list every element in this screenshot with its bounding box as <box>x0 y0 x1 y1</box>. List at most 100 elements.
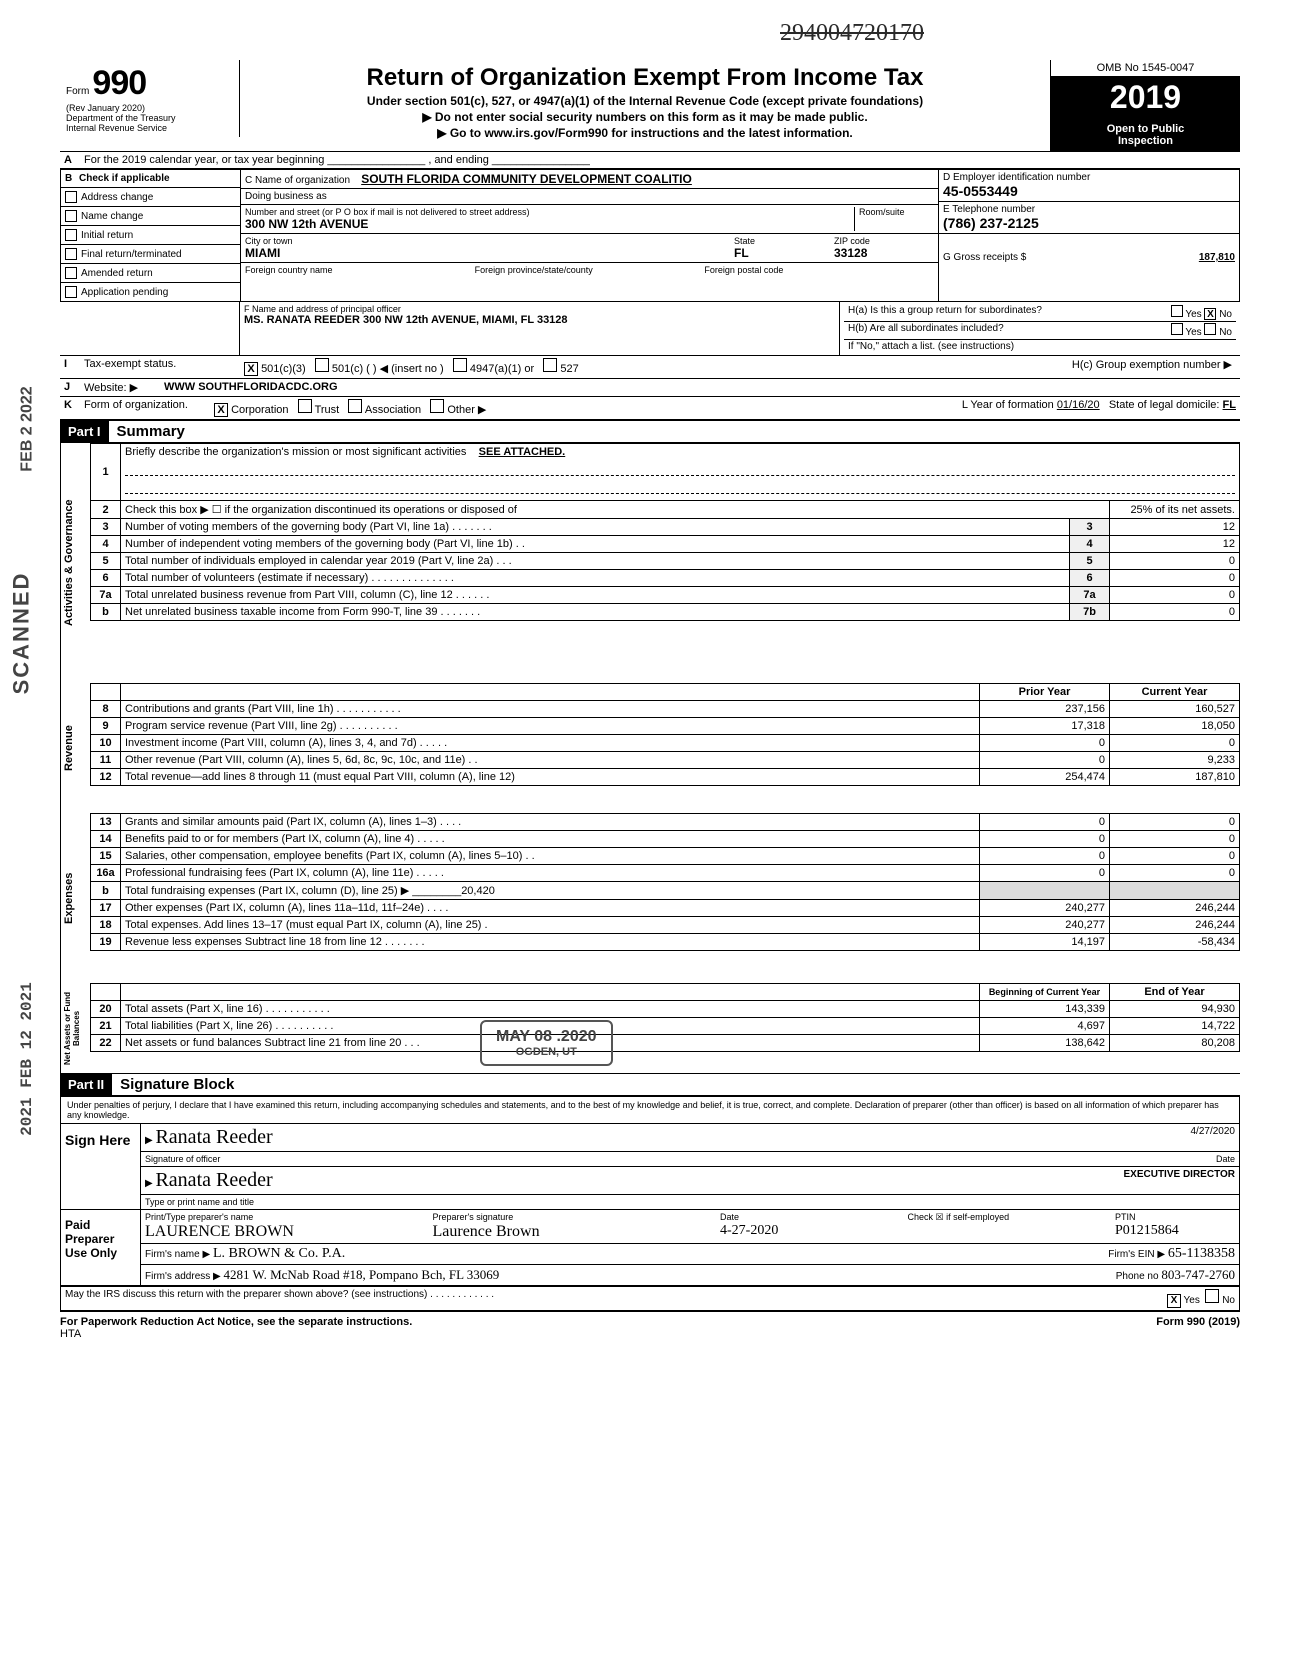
table-row: 13Grants and similar amounts paid (Part … <box>91 814 1240 831</box>
org-name-label: C Name of organization <box>245 175 350 186</box>
part-2-label: Part II <box>60 1074 112 1095</box>
preparer-signature: Laurence Brown <box>433 1223 540 1240</box>
table-row: 17Other expenses (Part IX, column (A), l… <box>91 900 1240 917</box>
website-value: WWW SOUTHFLORIDACDC.ORG <box>160 379 342 396</box>
omb-number: OMB No 1545-0047 <box>1051 60 1240 77</box>
line2-desc: Check this box ▶ ☐ if the organization d… <box>121 501 1110 519</box>
org-name: SOUTH FLORIDA COMMUNITY DEVELOPMENT COAL… <box>361 172 692 186</box>
governance-table: 1 Briefly describe the organization's mi… <box>90 443 1240 621</box>
table-row: bNet unrelated business taxable income f… <box>91 604 1240 621</box>
firm-address: 4281 W. McNab Road #18, Pompano Bch, FL … <box>224 1267 500 1282</box>
subtitle-1: Under section 501(c), 527, or 4947(a)(1)… <box>248 94 1042 108</box>
page-footer: For Paperwork Reduction Act Notice, see … <box>60 1312 1240 1340</box>
table-row: 11Other revenue (Part VIII, column (A), … <box>91 752 1240 769</box>
date-label: Date <box>1216 1154 1235 1164</box>
foreign-postal: Foreign postal code <box>704 265 934 275</box>
sign-here-label: Sign Here <box>61 1124 141 1209</box>
table-row: 20Total assets (Part X, line 16) . . . .… <box>91 1001 1240 1018</box>
org-state: FL <box>734 246 834 260</box>
foreign-state: Foreign province/state/county <box>475 265 705 275</box>
org-zip: 33128 <box>834 246 934 260</box>
corp-check[interactable]: X <box>214 403 228 417</box>
h-a-label: H(a) Is this a group return for subordin… <box>848 305 1042 320</box>
preparer-date: 4-27-2020 <box>720 1223 778 1238</box>
form-id-block: Form 990 (Rev January 2020) Department o… <box>60 60 240 137</box>
table-row: 6Total number of volunteers (estimate if… <box>91 570 1240 587</box>
h-a-no-check[interactable]: X <box>1204 308 1216 320</box>
inspect-2: Inspection <box>1055 135 1236 147</box>
officer-title: EXECUTIVE DIRECTOR <box>1124 1169 1236 1192</box>
gross-receipts-label: G Gross receipts $ <box>943 252 1026 263</box>
h-b-label: H(b) Are all subordinates included? <box>848 323 1004 338</box>
sig-officer-label: Signature of officer <box>145 1154 220 1164</box>
form-dept: Department of the Treasury <box>66 113 233 123</box>
omb-block: OMB No 1545-0047 2019 Open to Public Ins… <box>1050 60 1240 151</box>
phone-label: E Telephone number <box>943 204 1235 215</box>
handwritten-strike: 294004720170 <box>780 20 924 47</box>
501c3-check[interactable]: X <box>244 362 258 376</box>
discuss-yes-check[interactable]: X <box>1167 1294 1181 1308</box>
check-final-return[interactable]: Final return/terminated <box>61 245 240 264</box>
net-assets-label: Net Assets or Fund Balances <box>60 983 90 1073</box>
main-title: Return of Organization Exempt From Incom… <box>248 64 1042 92</box>
officer-value: MS. RANATA REEDER 300 NW 12th AVENUE, MI… <box>244 314 835 326</box>
form-header: Form 990 (Rev January 2020) Department o… <box>60 60 1240 152</box>
addr-label: Number and street (or P O box if mail is… <box>245 207 854 217</box>
expenses-table: 13Grants and similar amounts paid (Part … <box>90 813 1240 951</box>
expenses-label: Expenses <box>60 813 90 983</box>
officer-label: F Name and address of principal officer <box>244 304 835 314</box>
table-row: 4Number of independent voting members of… <box>91 536 1240 553</box>
org-address: 300 NW 12th AVENUE <box>245 217 854 231</box>
check-address-change[interactable]: Address change <box>61 188 240 207</box>
ein-block: D Employer identification number 45-0553… <box>939 170 1239 301</box>
dba-label: Doing business as <box>241 189 938 205</box>
form-org-row: K Form of organization. X Corporation Tr… <box>60 397 1240 420</box>
line-a: A For the 2019 calendar year, or tax yea… <box>60 152 1240 169</box>
check-initial-return[interactable]: Initial return <box>61 226 240 245</box>
ptin-value: P01215864 <box>1115 1223 1179 1238</box>
footer-right: Form 990 (2019) <box>1156 1316 1240 1340</box>
date-stamp-2: 2021 FEB 12 2021 <box>18 982 36 1136</box>
year-formation-label: L Year of formation <box>962 399 1054 411</box>
subtitle-3: ▶ Go to www.irs.gov/Form990 for instruct… <box>248 126 1042 140</box>
phone-value: (786) 237-2125 <box>943 215 1235 231</box>
foreign-country: Foreign country name <box>245 265 475 275</box>
paid-preparer-label: Paid Preparer Use Only <box>61 1210 141 1285</box>
domicile-value: FL <box>1223 399 1236 411</box>
checkbox-header: Check if applicable <box>79 173 170 184</box>
discuss-text: May the IRS discuss this return with the… <box>65 1289 494 1308</box>
part-1-title: Summary <box>109 423 185 440</box>
inspect-1: Open to Public <box>1055 123 1236 135</box>
line2-tail: 25% of its net assets. <box>1110 501 1240 519</box>
website-row: J Website: ▶ WWW SOUTHFLORIDACDC.ORG <box>60 379 1240 397</box>
h-note: If "No," attach a list. (see instruction… <box>844 340 1236 353</box>
form-irs: Internal Revenue Service <box>66 123 233 133</box>
website-label: Website: ▶ <box>80 379 160 396</box>
revenue-block: Revenue Prior YearCurrent Year 8Contribu… <box>60 683 1240 813</box>
firm-phone: 803-747-2760 <box>1161 1267 1235 1282</box>
self-employed-check: Check ☒ if self-employed <box>908 1212 1028 1241</box>
date-stamp-1: FEB 2 2022 <box>19 386 37 471</box>
table-row: 16aProfessional fundraising fees (Part I… <box>91 865 1240 882</box>
revenue-table: Prior YearCurrent Year 8Contributions an… <box>90 683 1240 786</box>
sign-date: 4/27/2020 <box>1191 1126 1236 1149</box>
officer-signature: Ranata Reeder <box>155 1126 272 1148</box>
table-row: 15Salaries, other compensation, employee… <box>91 848 1240 865</box>
table-row: 9Program service revenue (Part VIII, lin… <box>91 718 1240 735</box>
city-label: City or town <box>245 236 734 246</box>
check-name-change[interactable]: Name change <box>61 207 240 226</box>
table-row: 3Number of voting members of the governi… <box>91 519 1240 536</box>
name-address-block: C Name of organization SOUTH FLORIDA COM… <box>241 170 939 301</box>
form-year: 2019 <box>1051 77 1240 119</box>
ein-label: D Employer identification number <box>943 172 1235 183</box>
part-2-header: Part II Signature Block <box>60 1073 1240 1096</box>
check-application-pending[interactable]: Application pending <box>61 283 240 301</box>
table-row: 12Total revenue—add lines 8 through 11 (… <box>91 769 1240 786</box>
tax-status-label: Tax-exempt status. <box>80 356 240 378</box>
subtitle-2: ▶ Do not enter social security numbers o… <box>248 110 1042 124</box>
part-1-label: Part I <box>60 421 109 442</box>
check-amended[interactable]: Amended return <box>61 264 240 283</box>
summary-block: Activities & Governance 1 Briefly descri… <box>60 443 1240 683</box>
line1-desc: Briefly describe the organization's miss… <box>125 446 466 458</box>
received-stamp: MAY 08 .2020 OGDEN, UT <box>480 1020 613 1066</box>
